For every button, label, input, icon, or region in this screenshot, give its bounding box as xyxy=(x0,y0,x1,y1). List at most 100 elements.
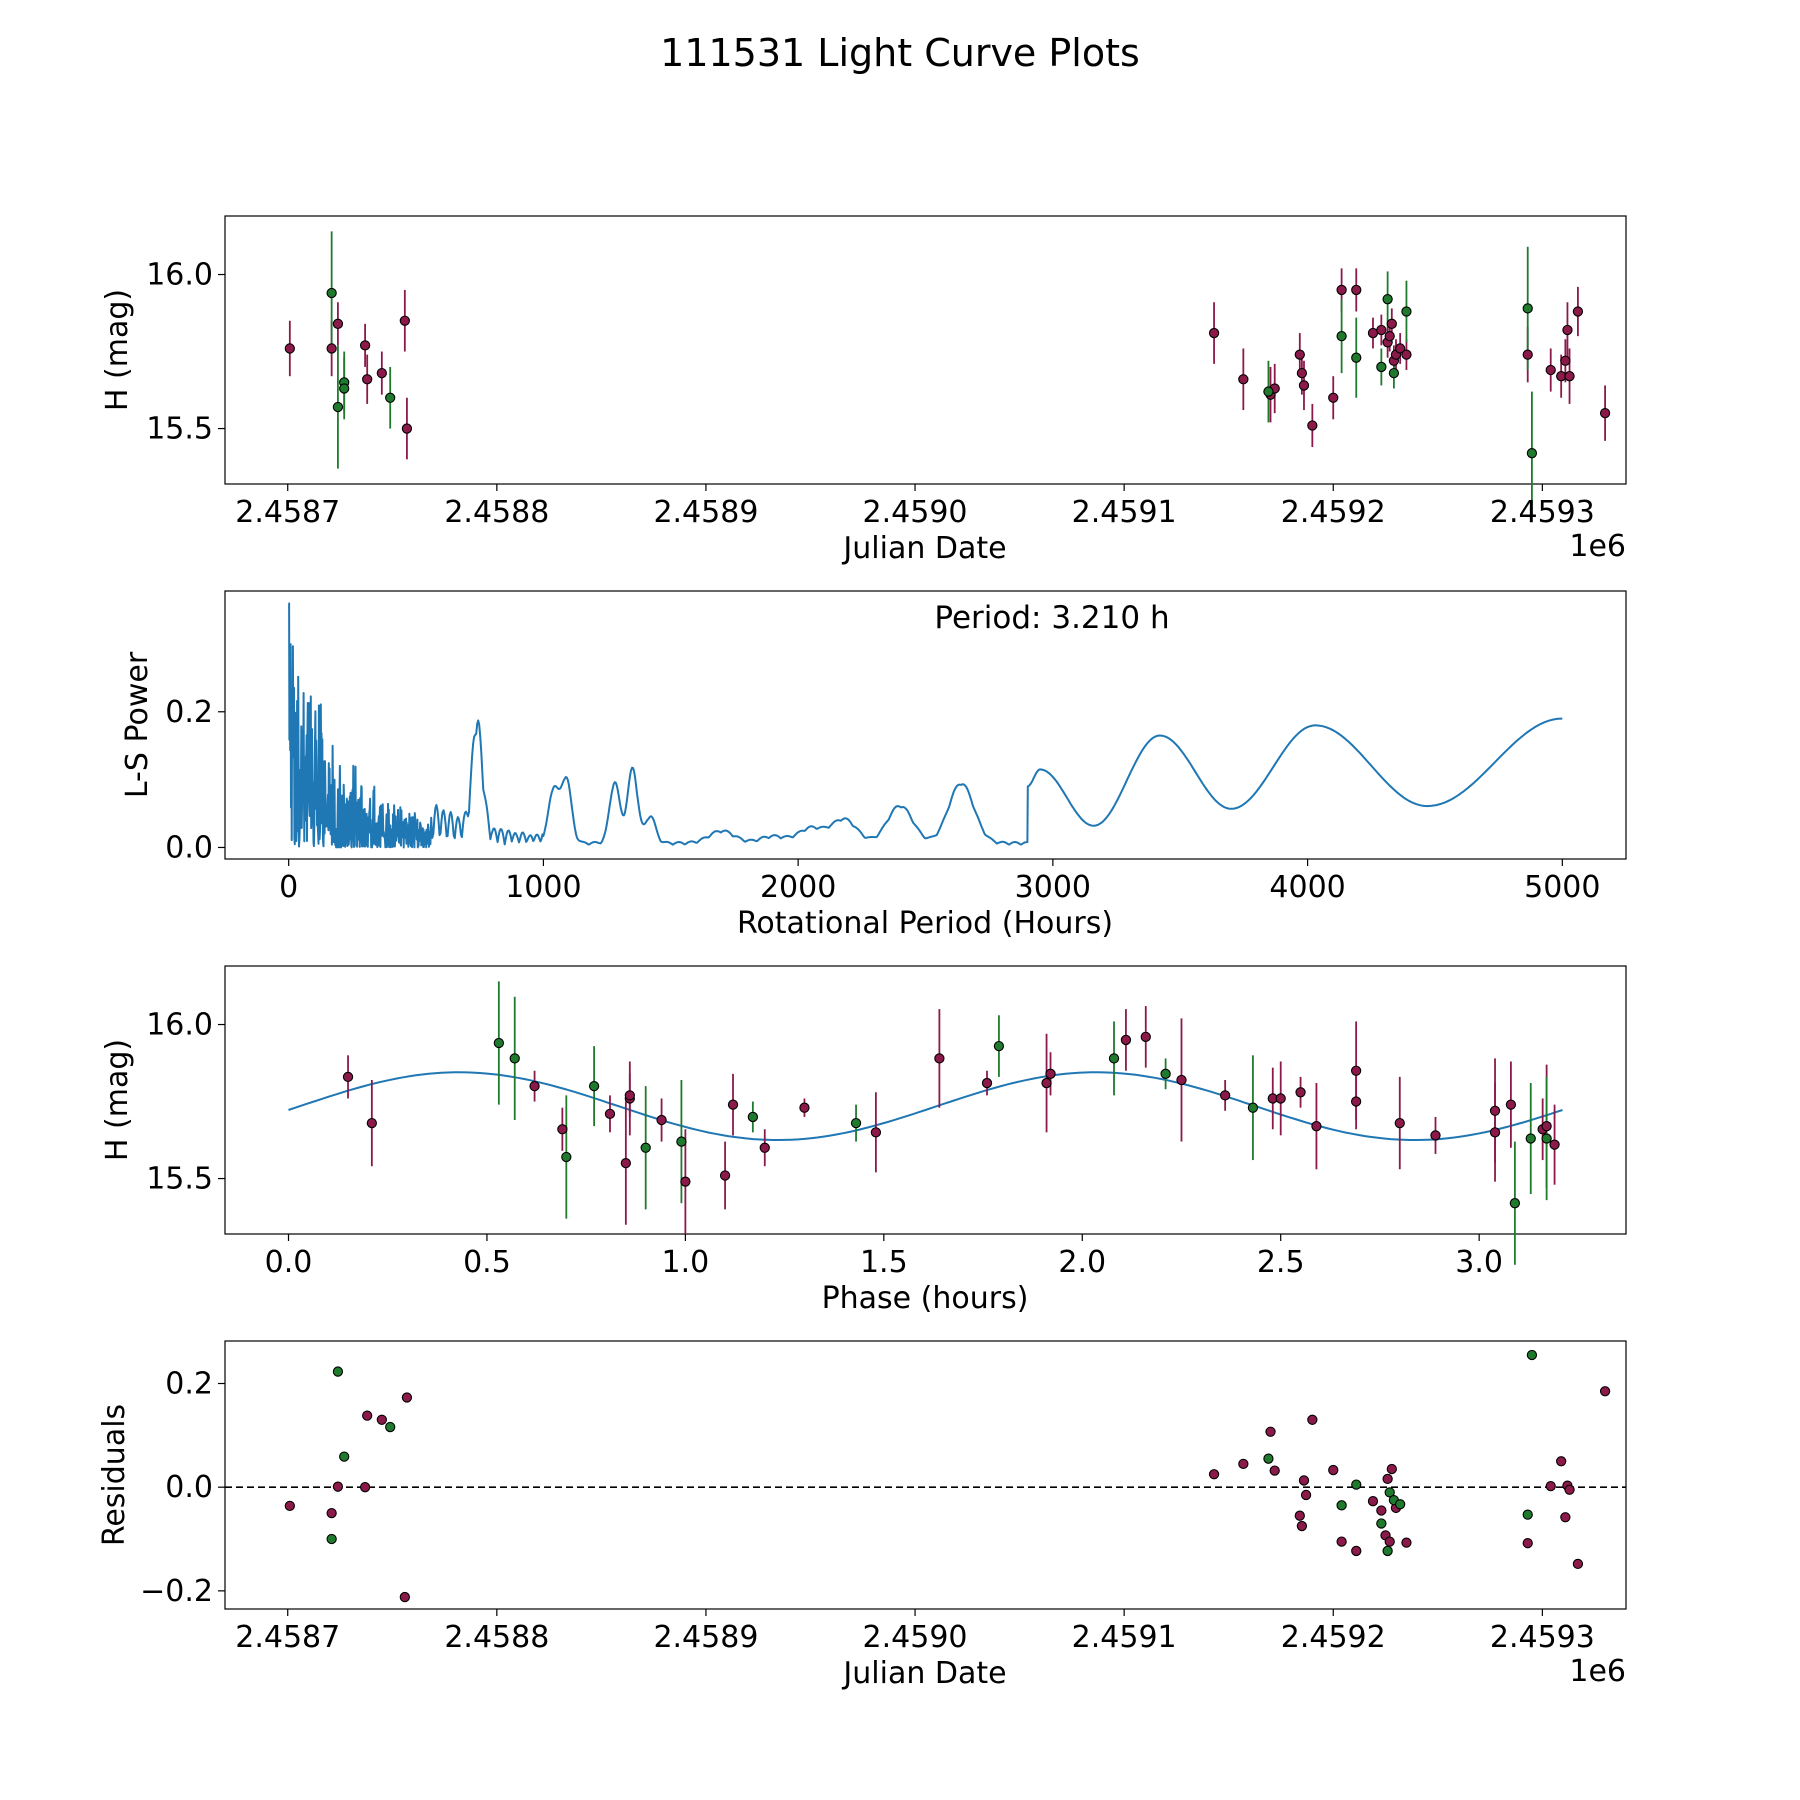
data-point-r xyxy=(624,1090,635,1101)
x-tick-label: 2.4593 xyxy=(1490,495,1595,530)
data-point-r xyxy=(1489,1105,1501,1116)
x-tick-label: 2.4592 xyxy=(1281,1620,1386,1655)
residuals-frame xyxy=(224,1340,1627,1610)
data-point-r xyxy=(1599,407,1611,419)
x-tick-label: 3.0 xyxy=(1455,1245,1503,1280)
y-tick-label: 16.0 xyxy=(146,1008,213,1043)
data-point-r xyxy=(1238,1458,1249,1470)
periodogram-x-label: Rotational Period (Hours) xyxy=(737,906,1113,941)
data-point-r xyxy=(656,1114,667,1126)
data-point-g xyxy=(1522,1509,1533,1520)
residuals-y-label: Residuals xyxy=(97,1404,132,1546)
x-tick-label: 2.4591 xyxy=(1072,495,1177,530)
data-point-r xyxy=(1296,367,1308,379)
data-point-r xyxy=(1376,1505,1387,1516)
x-tick-label: 2.4587 xyxy=(235,495,340,530)
x-tick-label: 2.4589 xyxy=(653,1620,758,1655)
data-point-r xyxy=(1564,371,1575,382)
data-point-r xyxy=(1208,1469,1220,1480)
data-point-r xyxy=(1560,355,1571,366)
y-tick-label: 15.5 xyxy=(146,412,213,447)
data-point-r xyxy=(620,1157,632,1169)
data-point-r xyxy=(1311,1121,1322,1132)
data-point-r xyxy=(1489,1127,1501,1138)
data-point-r xyxy=(326,343,337,354)
y-tick-label: 0.2 xyxy=(165,1367,213,1402)
ls-power-line xyxy=(288,602,1563,849)
x-tick-label: 0 xyxy=(279,870,298,905)
light-curve-points xyxy=(284,231,1611,515)
data-point-g xyxy=(1376,1518,1387,1529)
data-point-r xyxy=(1219,1090,1231,1101)
phased-y-ticks: 15.5 16.0 xyxy=(146,1008,225,1197)
periodogram-y-ticks: 0.0 0.2 xyxy=(165,695,225,865)
data-point-g xyxy=(1351,352,1362,363)
x-tick-label: 2.4587 xyxy=(235,1620,340,1655)
data-point-r xyxy=(1336,1536,1347,1547)
data-point-g xyxy=(339,383,350,394)
data-point-g xyxy=(1247,1102,1259,1113)
x-tick-label: 2.4590 xyxy=(863,495,968,530)
data-point-g xyxy=(1384,1487,1395,1498)
y-tick-label: 0.2 xyxy=(165,695,213,730)
data-point-r xyxy=(1522,349,1533,360)
data-point-r xyxy=(1350,1065,1362,1076)
data-point-r xyxy=(1307,420,1318,431)
light-curve-frame xyxy=(224,215,1627,485)
phased-y-label: H (mag) xyxy=(100,1039,135,1161)
data-point-r xyxy=(1350,1096,1362,1107)
x-tick-label: 1000 xyxy=(505,870,581,905)
light-curve-x-ticks: 2.4587 2.4588 2.4589 2.4590 2.4591 2.4592 2.45… xyxy=(235,484,1595,530)
data-point-r xyxy=(1549,1139,1560,1150)
phased-x-ticks: 0.0 0.5 1.0 1.5 2.0 2.5 3.0 xyxy=(265,1234,1503,1280)
x-tick-label: 2.4592 xyxy=(1281,495,1386,530)
data-point-r xyxy=(1041,1077,1052,1089)
data-point-r xyxy=(401,1392,413,1403)
data-point-g xyxy=(640,1142,651,1153)
data-point-r xyxy=(1394,1117,1405,1129)
data-point-r xyxy=(399,315,410,326)
data-point-g xyxy=(332,1366,344,1377)
data-point-r xyxy=(1376,324,1387,336)
data-point-r xyxy=(1294,349,1305,360)
x-tick-label: 1.5 xyxy=(860,1245,908,1280)
data-point-r xyxy=(1328,392,1339,403)
data-point-g xyxy=(326,287,337,299)
data-point-r xyxy=(680,1176,691,1187)
data-point-r xyxy=(1275,1093,1286,1104)
data-point-g xyxy=(676,1136,687,1147)
data-point-r xyxy=(1599,1386,1611,1397)
x-tick-label: 2.0 xyxy=(1058,1245,1106,1280)
y-tick-label: 0.0 xyxy=(165,1470,213,1505)
data-point-r xyxy=(332,1481,344,1492)
data-point-r xyxy=(362,1410,373,1421)
data-point-g xyxy=(1526,448,1538,459)
data-point-g xyxy=(1525,1133,1536,1144)
x-tick-label: 2.4591 xyxy=(1072,1620,1177,1655)
data-point-r xyxy=(1367,1496,1379,1507)
x-tick-label: 5000 xyxy=(1524,870,1600,905)
data-point-g xyxy=(326,1533,337,1545)
residuals-x-offset: 1e6 xyxy=(1569,1654,1626,1689)
data-point-g xyxy=(747,1111,759,1123)
data-point-g xyxy=(1541,1133,1552,1144)
data-point-r xyxy=(1430,1130,1441,1141)
x-tick-label: 2.4590 xyxy=(863,1620,968,1655)
data-point-g xyxy=(1108,1053,1120,1064)
data-point-g xyxy=(1160,1068,1171,1079)
data-point-r xyxy=(366,1117,377,1129)
data-point-r xyxy=(719,1170,731,1181)
data-point-r xyxy=(1572,306,1584,317)
x-tick-label: 2000 xyxy=(760,870,836,905)
y-tick-label: −0.2 xyxy=(140,1574,213,1609)
data-point-r xyxy=(1382,1473,1393,1485)
data-point-g xyxy=(385,392,396,403)
data-point-r xyxy=(326,1507,337,1519)
data-point-r xyxy=(1295,1087,1306,1098)
data-point-r xyxy=(557,1124,568,1135)
data-point-r xyxy=(1545,1480,1556,1492)
data-point-g xyxy=(1395,1499,1406,1510)
data-point-g xyxy=(1509,1198,1521,1209)
data-point-g xyxy=(993,1040,1005,1052)
data-point-r xyxy=(1296,1520,1308,1532)
